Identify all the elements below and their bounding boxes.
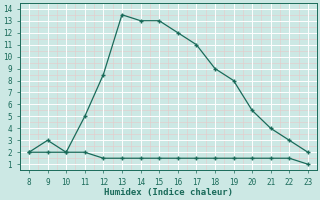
X-axis label: Humidex (Indice chaleur): Humidex (Indice chaleur) bbox=[104, 188, 233, 197]
